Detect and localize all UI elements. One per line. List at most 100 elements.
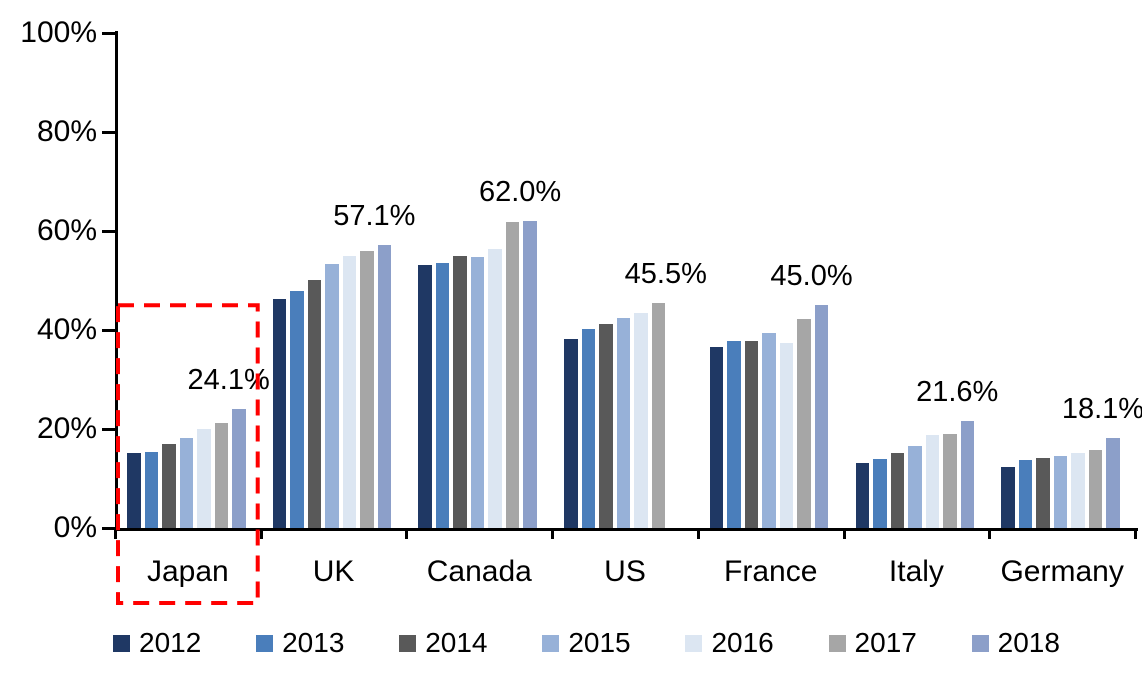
bar-canada-2016	[488, 249, 502, 528]
legend-label-2016: 2016	[711, 627, 774, 658]
bar-canada-2014	[453, 255, 467, 528]
y-tick-label-60: 60%	[36, 214, 97, 247]
legend-item-2015: 2015	[542, 627, 631, 658]
bar-us-2014	[599, 324, 613, 528]
bar-canada-2013	[435, 263, 450, 528]
value-label-france: 45.0%	[770, 260, 853, 293]
x-tick-6	[988, 528, 992, 539]
bar-germany-2018	[1106, 438, 1120, 528]
bar-france-2016	[779, 343, 794, 528]
value-label-canada: 62.0%	[478, 176, 562, 209]
bar-germany-2017	[1088, 450, 1103, 528]
bar-uk-2015	[325, 263, 339, 528]
legend-label-2017: 2017	[854, 627, 917, 658]
bar-france-2017	[797, 318, 811, 528]
legend-swatch-2013	[256, 634, 274, 652]
category-label-france: France	[724, 555, 818, 588]
bar-us-2017	[651, 302, 666, 528]
bar-japan-2018	[232, 408, 246, 528]
bar-us-2016	[634, 312, 648, 528]
value-label-italy: 21.6%	[916, 376, 999, 409]
y-tick-80	[102, 131, 115, 134]
bar-italy-2018	[960, 421, 975, 528]
legend-item-2017: 2017	[828, 627, 917, 658]
bar-italy-2013	[873, 459, 887, 528]
bar-canada-2015	[470, 257, 485, 528]
bar-japan-2017	[214, 422, 228, 528]
bar-canada-2012	[418, 265, 432, 528]
y-tick-60	[102, 230, 115, 233]
y-tick-40	[102, 329, 115, 332]
bar-japan-2013	[144, 452, 158, 528]
y-tick-0	[102, 527, 115, 530]
bar-japan-2016	[197, 429, 211, 528]
y-tick-label-40: 40%	[36, 313, 97, 346]
legend-label-2012: 2012	[139, 627, 202, 658]
bar-uk-2014	[307, 280, 322, 528]
legend: 2012 2013 2014 2015 2016 2017 2018	[113, 629, 1060, 657]
bar-uk-2012	[272, 298, 287, 528]
legend-swatch-2015	[542, 634, 560, 652]
bar-germany-2015	[1053, 456, 1068, 528]
category-label-uk: UK	[312, 555, 355, 588]
bar-japan-2012	[127, 453, 141, 528]
y-tick-label-20: 20%	[36, 412, 97, 445]
y-tick-20	[102, 428, 115, 431]
category-label-italy: Italy	[888, 555, 944, 588]
category-label-germany: Germany	[1000, 555, 1124, 588]
legend-label-2013: 2013	[282, 627, 345, 658]
x-tick-0	[114, 528, 117, 539]
value-label-uk: 57.1%	[333, 200, 416, 233]
value-label-us: 45.5%	[624, 257, 707, 290]
x-tick-3	[551, 528, 555, 539]
legend-item-2012: 2012	[113, 629, 201, 657]
legend-label-2018: 2018	[997, 627, 1060, 658]
category-label-us: US	[604, 555, 646, 588]
bar-italy-2016	[925, 435, 940, 528]
bar-uk-2013	[290, 290, 304, 528]
bar-japan-2015	[179, 437, 193, 528]
bar-japan-2014	[162, 444, 176, 528]
x-tick-1	[259, 528, 263, 539]
bar-uk-2016	[342, 256, 357, 528]
bar-us-2013	[581, 329, 596, 528]
category-label-japan: Japan	[146, 555, 229, 588]
bar-italy-2012	[855, 463, 870, 528]
legend-label-2015: 2015	[568, 627, 631, 658]
bar-germany-2014	[1036, 458, 1050, 528]
value-label-germany: 18.1%	[1061, 393, 1142, 426]
bar-france-2012	[709, 347, 724, 528]
x-tick-2	[405, 528, 409, 539]
x-tick-7	[1134, 528, 1137, 539]
legend-label-2014: 2014	[425, 627, 488, 658]
bar-uk-2018	[377, 245, 392, 528]
legend-item-2018: 2018	[971, 627, 1060, 658]
bar-italy-2017	[943, 434, 957, 528]
bar-germany-2016	[1071, 452, 1085, 528]
bar-italy-2014	[890, 452, 905, 528]
y-tick-label-80: 80%	[36, 115, 97, 148]
legend-swatch-2016	[685, 634, 703, 652]
legend-item-2014: 2014	[399, 627, 488, 658]
bar-us-2015	[616, 318, 631, 528]
bar-canada-2018	[523, 221, 537, 528]
bar-france-2015	[762, 333, 776, 528]
legend-swatch-2018	[971, 634, 989, 652]
y-tick-label-100: 100%	[20, 16, 97, 49]
y-tick-100	[102, 32, 115, 35]
bar-germany-2012	[1001, 467, 1015, 528]
value-label-japan: 24.1%	[187, 363, 270, 396]
y-tick-label-0: 0%	[53, 511, 97, 544]
legend-swatch-2014	[399, 634, 417, 652]
bar-uk-2017	[360, 250, 374, 528]
bar-france-2018	[814, 305, 829, 528]
legend-item-2013: 2013	[256, 629, 344, 657]
x-axis	[114, 528, 1138, 531]
x-tick-5	[842, 528, 846, 539]
legend-item-2016: 2016	[685, 627, 774, 658]
bar-france-2014	[744, 340, 759, 528]
legend-swatch-2017	[828, 634, 846, 652]
bar-italy-2015	[908, 445, 922, 528]
category-label-canada: Canada	[426, 555, 532, 588]
